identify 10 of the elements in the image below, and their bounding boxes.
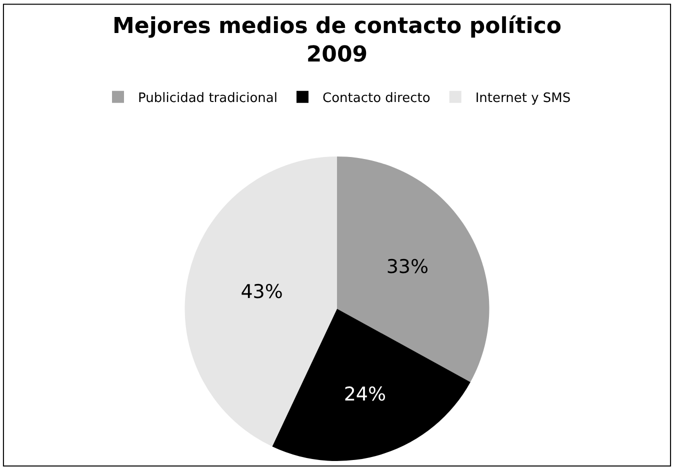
pie-slice — [184, 156, 337, 447]
data-label: 33% — [386, 256, 429, 278]
pie-slice — [337, 156, 490, 382]
data-label: 24% — [344, 384, 386, 406]
legend-label: Internet y SMS — [475, 90, 571, 106]
legend-label: Publicidad tradicional — [138, 90, 278, 106]
pie-slice — [272, 308, 470, 461]
data-label: 43% — [240, 280, 283, 303]
legend-label: Contacto directo — [322, 90, 430, 106]
chart-title: Mejores medios de contacto político 2009 — [112, 14, 562, 68]
